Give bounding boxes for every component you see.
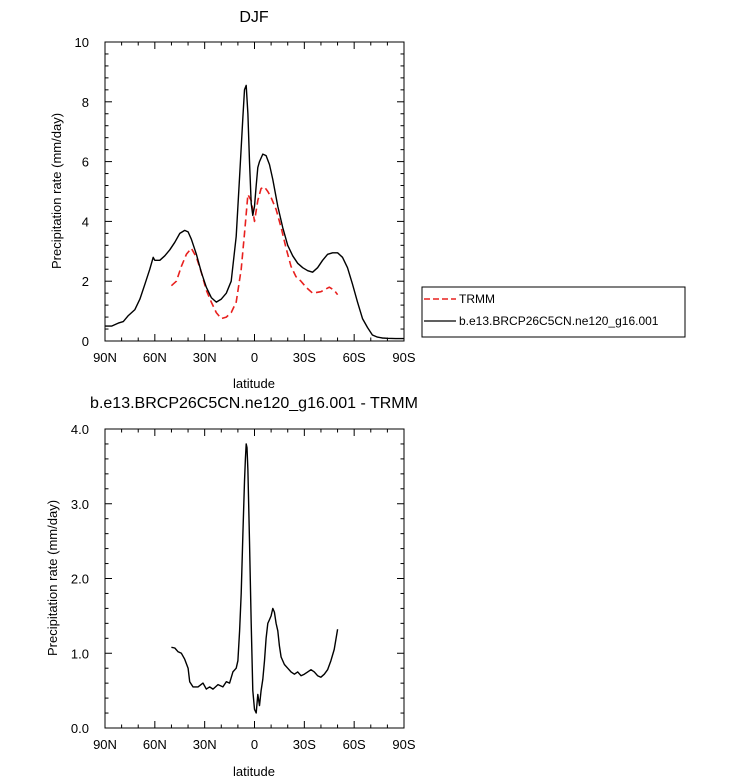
y-axis-label: Precipitation rate (mm/day) [49, 113, 64, 269]
x-tick-label: 30N [193, 737, 217, 752]
chart-title: DJF [239, 9, 269, 26]
x-tick-label: 0 [251, 737, 258, 752]
y-axis-label: Precipitation rate (mm/day) [45, 500, 60, 656]
x-tick-label: 60N [143, 350, 167, 365]
x-tick-label: 90N [93, 737, 117, 752]
x-tick-label: 30S [293, 737, 316, 752]
y-tick-label: 8 [82, 95, 89, 110]
axis-ticks: 90N 60N 30N 0 30S 60S 90S 0.0 1.0 2.0 3.0 4.0 [71, 422, 416, 752]
x-tick-label: 90S [392, 350, 415, 365]
y-tick-label: 0.0 [71, 721, 89, 736]
legend-label-model: b.e13.BRCP26C5CN.ne120_g16.001 [459, 314, 659, 328]
y-tick-label: 0 [82, 334, 89, 349]
plot-area [105, 84, 404, 340]
y-tick-label: 6 [82, 155, 89, 170]
y-tick-label: 3.0 [71, 497, 89, 512]
y-tick-label: 4 [82, 214, 89, 229]
x-tick-label: 30S [293, 350, 316, 365]
legend-box [421, 286, 686, 338]
panel-difference: b.e13.BRCP26C5CN.ne120_g16.001 - TRMM 90… [45, 395, 418, 779]
series-line-b-e13-brcp26c5cn-ne120-g16-001 [105, 84, 404, 340]
x-tick-label: 90N [93, 350, 117, 365]
x-tick-label: 60N [143, 737, 167, 752]
plot-frame [104, 428, 405, 729]
x-tick-label: 60S [343, 737, 366, 752]
x-tick-label: 0 [251, 350, 258, 365]
x-axis-label: latitude [233, 764, 275, 779]
plot-area [171, 443, 339, 714]
x-axis-label: latitude [233, 376, 275, 391]
x-tick-label: 60S [343, 350, 366, 365]
chart-title: b.e13.BRCP26C5CN.ne120_g16.001 - TRMM [90, 395, 418, 412]
legend-label-trmm: TRMM [459, 292, 495, 306]
y-tick-label: 1.0 [71, 646, 89, 661]
series-line-difference [171, 443, 339, 714]
y-tick-label: 2 [82, 274, 89, 289]
x-tick-label: 90S [392, 737, 415, 752]
y-tick-label: 2.0 [71, 572, 89, 587]
axis-ticks: 90N 60N 30N 0 30S 60S 90S 0 2 4 6 8 10 [75, 35, 416, 365]
y-tick-label: 4.0 [71, 422, 89, 437]
plot-frame [104, 41, 405, 342]
y-tick-label: 10 [75, 35, 89, 50]
x-tick-label: 30N [193, 350, 217, 365]
legend: TRMM b.e13.BRCP26C5CN.ne120_g16.001 [421, 286, 686, 338]
